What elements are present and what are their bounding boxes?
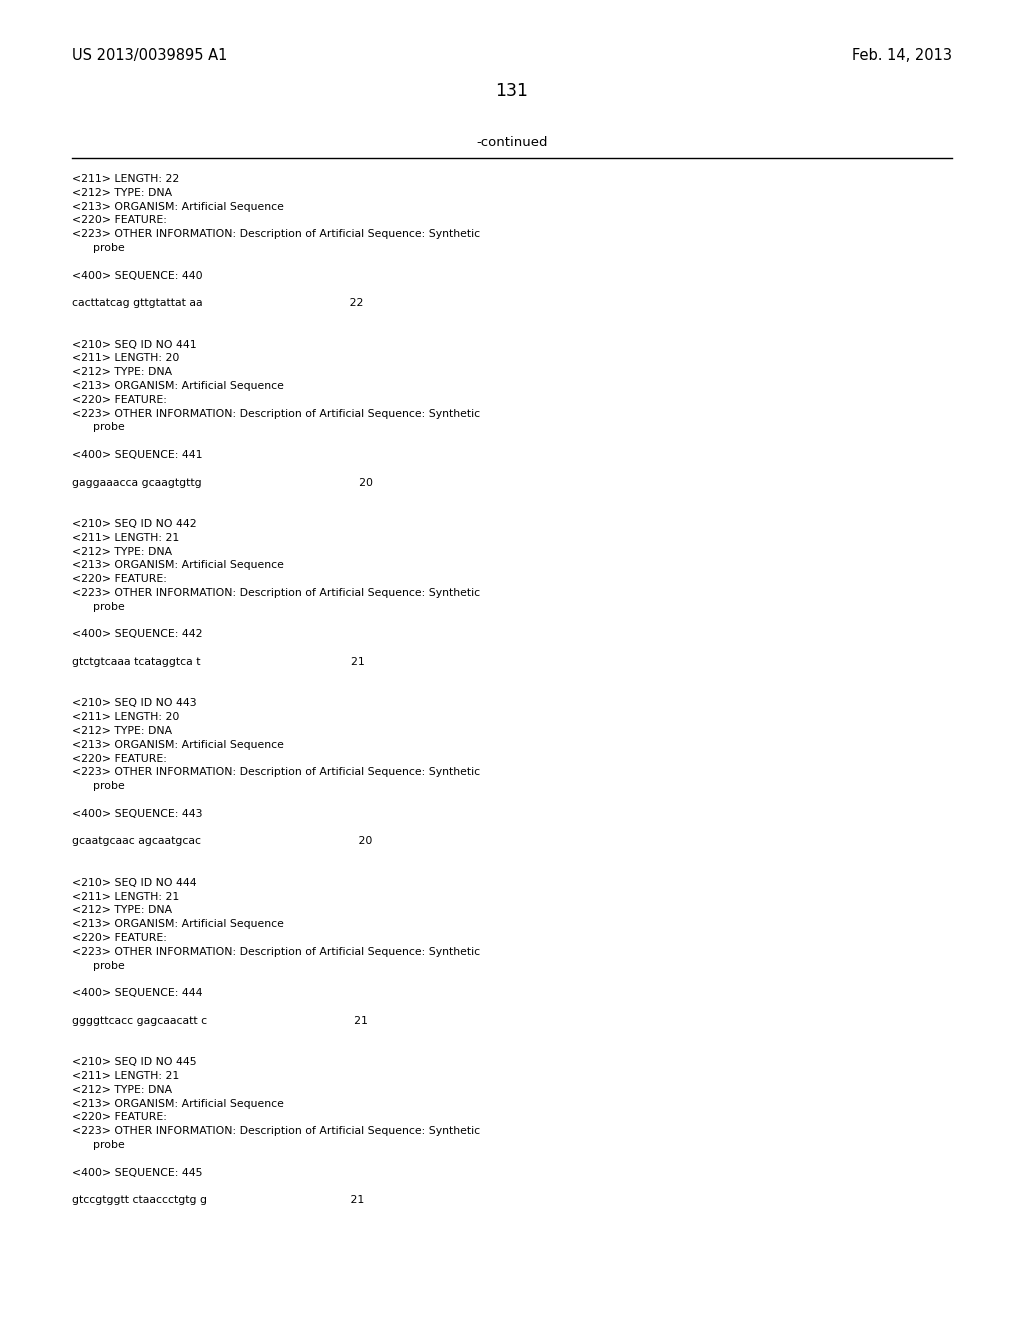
Text: probe: probe	[72, 243, 125, 253]
Text: <211> LENGTH: 21: <211> LENGTH: 21	[72, 891, 179, 902]
Text: <400> SEQUENCE: 445: <400> SEQUENCE: 445	[72, 1168, 203, 1177]
Text: <220> FEATURE:: <220> FEATURE:	[72, 215, 167, 226]
Text: <223> OTHER INFORMATION: Description of Artificial Sequence: Synthetic: <223> OTHER INFORMATION: Description of …	[72, 230, 480, 239]
Text: <213> ORGANISM: Artificial Sequence: <213> ORGANISM: Artificial Sequence	[72, 202, 284, 211]
Text: <211> LENGTH: 21: <211> LENGTH: 21	[72, 1071, 179, 1081]
Text: probe: probe	[72, 961, 125, 970]
Text: <400> SEQUENCE: 443: <400> SEQUENCE: 443	[72, 809, 203, 818]
Text: <211> LENGTH: 22: <211> LENGTH: 22	[72, 174, 179, 183]
Text: probe: probe	[72, 1140, 125, 1150]
Text: <212> TYPE: DNA: <212> TYPE: DNA	[72, 906, 172, 915]
Text: <210> SEQ ID NO 444: <210> SEQ ID NO 444	[72, 878, 197, 888]
Text: <220> FEATURE:: <220> FEATURE:	[72, 754, 167, 763]
Text: <400> SEQUENCE: 440: <400> SEQUENCE: 440	[72, 271, 203, 281]
Text: <223> OTHER INFORMATION: Description of Artificial Sequence: Synthetic: <223> OTHER INFORMATION: Description of …	[72, 1126, 480, 1137]
Text: US 2013/0039895 A1: US 2013/0039895 A1	[72, 48, 227, 63]
Text: 131: 131	[496, 82, 528, 100]
Text: <212> TYPE: DNA: <212> TYPE: DNA	[72, 187, 172, 198]
Text: <212> TYPE: DNA: <212> TYPE: DNA	[72, 1085, 172, 1094]
Text: gtccgtggtt ctaaccctgtg g                                         21: gtccgtggtt ctaaccctgtg g 21	[72, 1195, 365, 1205]
Text: <212> TYPE: DNA: <212> TYPE: DNA	[72, 367, 172, 378]
Text: Feb. 14, 2013: Feb. 14, 2013	[852, 48, 952, 63]
Text: <213> ORGANISM: Artificial Sequence: <213> ORGANISM: Artificial Sequence	[72, 739, 284, 750]
Text: <213> ORGANISM: Artificial Sequence: <213> ORGANISM: Artificial Sequence	[72, 381, 284, 391]
Text: <211> LENGTH: 20: <211> LENGTH: 20	[72, 713, 179, 722]
Text: -continued: -continued	[476, 136, 548, 149]
Text: <210> SEQ ID NO 443: <210> SEQ ID NO 443	[72, 698, 197, 709]
Text: <213> ORGANISM: Artificial Sequence: <213> ORGANISM: Artificial Sequence	[72, 561, 284, 570]
Text: gtctgtcaaa tcataggtca t                                           21: gtctgtcaaa tcataggtca t 21	[72, 657, 365, 667]
Text: <223> OTHER INFORMATION: Description of Artificial Sequence: Synthetic: <223> OTHER INFORMATION: Description of …	[72, 587, 480, 598]
Text: <211> LENGTH: 21: <211> LENGTH: 21	[72, 533, 179, 543]
Text: <212> TYPE: DNA: <212> TYPE: DNA	[72, 546, 172, 557]
Text: probe: probe	[72, 422, 125, 433]
Text: ggggttcacc gagcaacatt c                                          21: ggggttcacc gagcaacatt c 21	[72, 1016, 368, 1026]
Text: <223> OTHER INFORMATION: Description of Artificial Sequence: Synthetic: <223> OTHER INFORMATION: Description of …	[72, 409, 480, 418]
Text: <400> SEQUENCE: 441: <400> SEQUENCE: 441	[72, 450, 203, 459]
Text: <210> SEQ ID NO 442: <210> SEQ ID NO 442	[72, 519, 197, 529]
Text: <220> FEATURE:: <220> FEATURE:	[72, 574, 167, 585]
Text: <223> OTHER INFORMATION: Description of Artificial Sequence: Synthetic: <223> OTHER INFORMATION: Description of …	[72, 946, 480, 957]
Text: <212> TYPE: DNA: <212> TYPE: DNA	[72, 726, 172, 737]
Text: <220> FEATURE:: <220> FEATURE:	[72, 395, 167, 405]
Text: <223> OTHER INFORMATION: Description of Artificial Sequence: Synthetic: <223> OTHER INFORMATION: Description of …	[72, 767, 480, 777]
Text: <400> SEQUENCE: 444: <400> SEQUENCE: 444	[72, 989, 203, 998]
Text: probe: probe	[72, 781, 125, 791]
Text: <210> SEQ ID NO 445: <210> SEQ ID NO 445	[72, 1057, 197, 1067]
Text: <220> FEATURE:: <220> FEATURE:	[72, 1113, 167, 1122]
Text: <213> ORGANISM: Artificial Sequence: <213> ORGANISM: Artificial Sequence	[72, 919, 284, 929]
Text: gcaatgcaac agcaatgcac                                             20: gcaatgcaac agcaatgcac 20	[72, 837, 373, 846]
Text: <213> ORGANISM: Artificial Sequence: <213> ORGANISM: Artificial Sequence	[72, 1098, 284, 1109]
Text: <400> SEQUENCE: 442: <400> SEQUENCE: 442	[72, 630, 203, 639]
Text: <220> FEATURE:: <220> FEATURE:	[72, 933, 167, 942]
Text: <211> LENGTH: 20: <211> LENGTH: 20	[72, 354, 179, 363]
Text: <210> SEQ ID NO 441: <210> SEQ ID NO 441	[72, 339, 197, 350]
Text: probe: probe	[72, 602, 125, 611]
Text: cacttatcag gttgtattat aa                                          22: cacttatcag gttgtattat aa 22	[72, 298, 364, 308]
Text: gaggaaacca gcaagtgttg                                             20: gaggaaacca gcaagtgttg 20	[72, 478, 373, 487]
